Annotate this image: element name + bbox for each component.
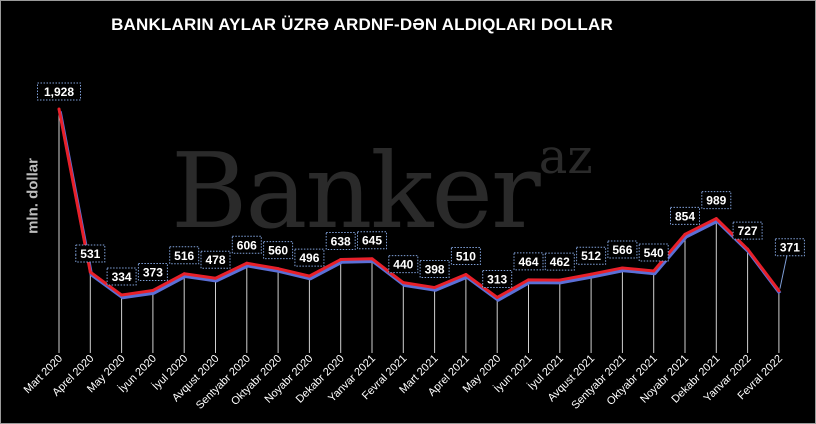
data-label-box [231,235,262,254]
data-label-box [137,262,168,281]
data-point [245,261,249,265]
data-label: 1,928 [44,85,74,99]
data-label-box [607,240,638,259]
data-point [120,293,124,297]
data-label: 373 [143,265,163,279]
data-point [370,257,374,261]
data-label-box [576,246,607,265]
data-label: 516 [174,249,194,263]
data-label-leader [779,255,788,289]
x-tick-label: Sentyabr 2020 [194,353,253,412]
data-label-box [169,246,200,265]
data-point [495,295,499,299]
data-label: 606 [237,238,257,252]
data-point [527,278,530,282]
data-label-box [75,244,106,263]
data-point [558,278,562,282]
data-label: 560 [268,244,288,258]
data-label: 566 [612,243,632,257]
data-label: 496 [299,251,319,265]
data-label: 440 [393,258,413,272]
data-label-box [513,252,544,271]
chart-title: BANKLARIN AYLAR ÜZRƏ ARDNF-DƏN ALDIQLARI… [111,15,613,34]
data-label: 540 [644,246,664,260]
data-label: 727 [738,224,758,238]
data-point [433,286,437,290]
data-label: 510 [456,249,476,263]
series-line-shadow [58,111,782,302]
data-label-box [732,221,763,240]
data-label: 371 [780,241,800,255]
data-point [464,272,468,276]
data-label: 854 [675,209,695,223]
data-label: 989 [706,194,726,208]
data-label-box [325,232,356,251]
data-label-box [482,269,513,288]
data-label-box [419,260,450,279]
data-label-box [774,238,805,257]
data-label-box [701,191,732,210]
data-point [714,217,718,221]
data-point [620,266,624,270]
data-point [57,107,61,111]
data-point [777,289,781,293]
data-point [746,247,750,251]
data-point [401,281,405,285]
data-label-box [357,231,387,250]
data-point [652,269,656,273]
data-label: 398 [425,263,445,277]
data-label-box [200,250,231,269]
data-label-box [638,243,669,262]
x-tick-label: Sentyabr 2021 [569,353,628,412]
data-label-box [263,241,294,260]
data-point [88,270,92,274]
data-label: 645 [362,234,382,248]
data-label: 478 [205,253,225,267]
data-point [214,276,217,280]
data-label: 313 [487,272,507,286]
data-point [683,232,687,236]
data-label: 334 [112,270,132,284]
data-label: 512 [581,249,601,263]
data-label: 638 [331,235,351,249]
data-label-box [544,252,575,271]
series-line [57,108,781,299]
data-label-box [106,267,137,286]
data-label-box [450,246,481,265]
data-label: 464 [518,255,538,269]
data-point [307,274,311,278]
data-point [151,288,155,292]
data-label: 531 [80,247,100,261]
data-point [339,258,343,262]
data-label-box [37,82,81,101]
data-point [182,272,186,276]
data-label-box [670,206,700,225]
data-label-box [388,255,419,274]
data-point [276,267,280,271]
data-label: 462 [550,255,570,269]
data-label-box [294,248,325,267]
data-point [589,272,593,276]
